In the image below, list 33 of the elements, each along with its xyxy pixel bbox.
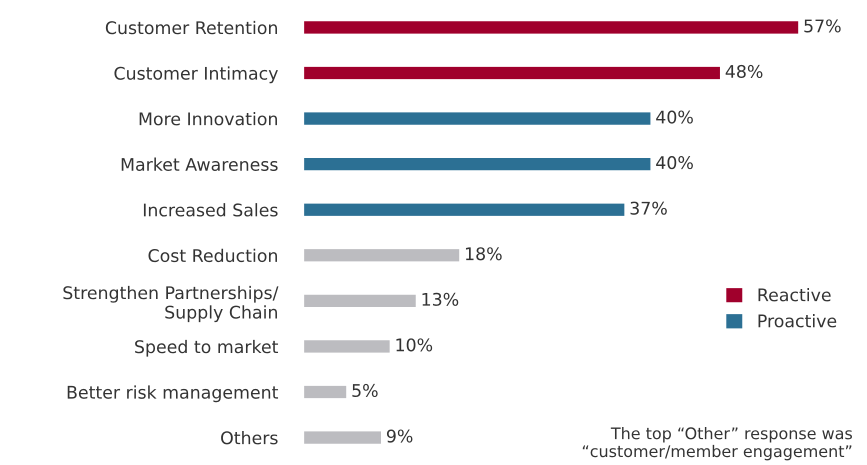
data-label: 48% (726, 64, 762, 78)
bar (303, 384, 348, 400)
data-label: 40% (656, 156, 693, 170)
legend-label: Proactive (758, 314, 836, 328)
annotation: The top “Other” response was “customer/member engagement” (582, 427, 852, 460)
y-tick-label: Others (221, 430, 278, 444)
data-label: 18% (466, 247, 502, 260)
data-label: 40% (656, 110, 693, 124)
y-tick-label: Market Awareness (122, 158, 278, 171)
data-label: 37% (630, 202, 667, 215)
bar (303, 20, 800, 35)
bar (303, 65, 722, 81)
data-label: 10% (396, 338, 432, 352)
y-tick-label: Customer Intimacy (114, 66, 278, 84)
y-tick-label: Speed to market (135, 340, 278, 357)
y-tick-label: Strengthen Partnerships/ Supply Chain (63, 286, 278, 322)
bar (303, 293, 418, 308)
bar (303, 156, 652, 172)
y-tick-label: Better risk management (68, 385, 278, 402)
legend-label: Reactive (758, 288, 831, 302)
y-tick-label: Increased Sales (144, 203, 278, 217)
bar (303, 338, 392, 354)
data-label: 9% (386, 429, 412, 443)
bar (303, 430, 382, 446)
data-label: 57% (804, 19, 841, 32)
y-tick-label: More Innovation (140, 112, 277, 126)
bar (303, 111, 652, 126)
data-label: 5% (352, 384, 378, 398)
data-label: 13% (422, 292, 458, 306)
y-tick-label: Customer Retention (106, 20, 277, 34)
bar (303, 248, 461, 263)
bar (303, 202, 626, 218)
y-tick-label: Cost Reduction (148, 248, 277, 262)
